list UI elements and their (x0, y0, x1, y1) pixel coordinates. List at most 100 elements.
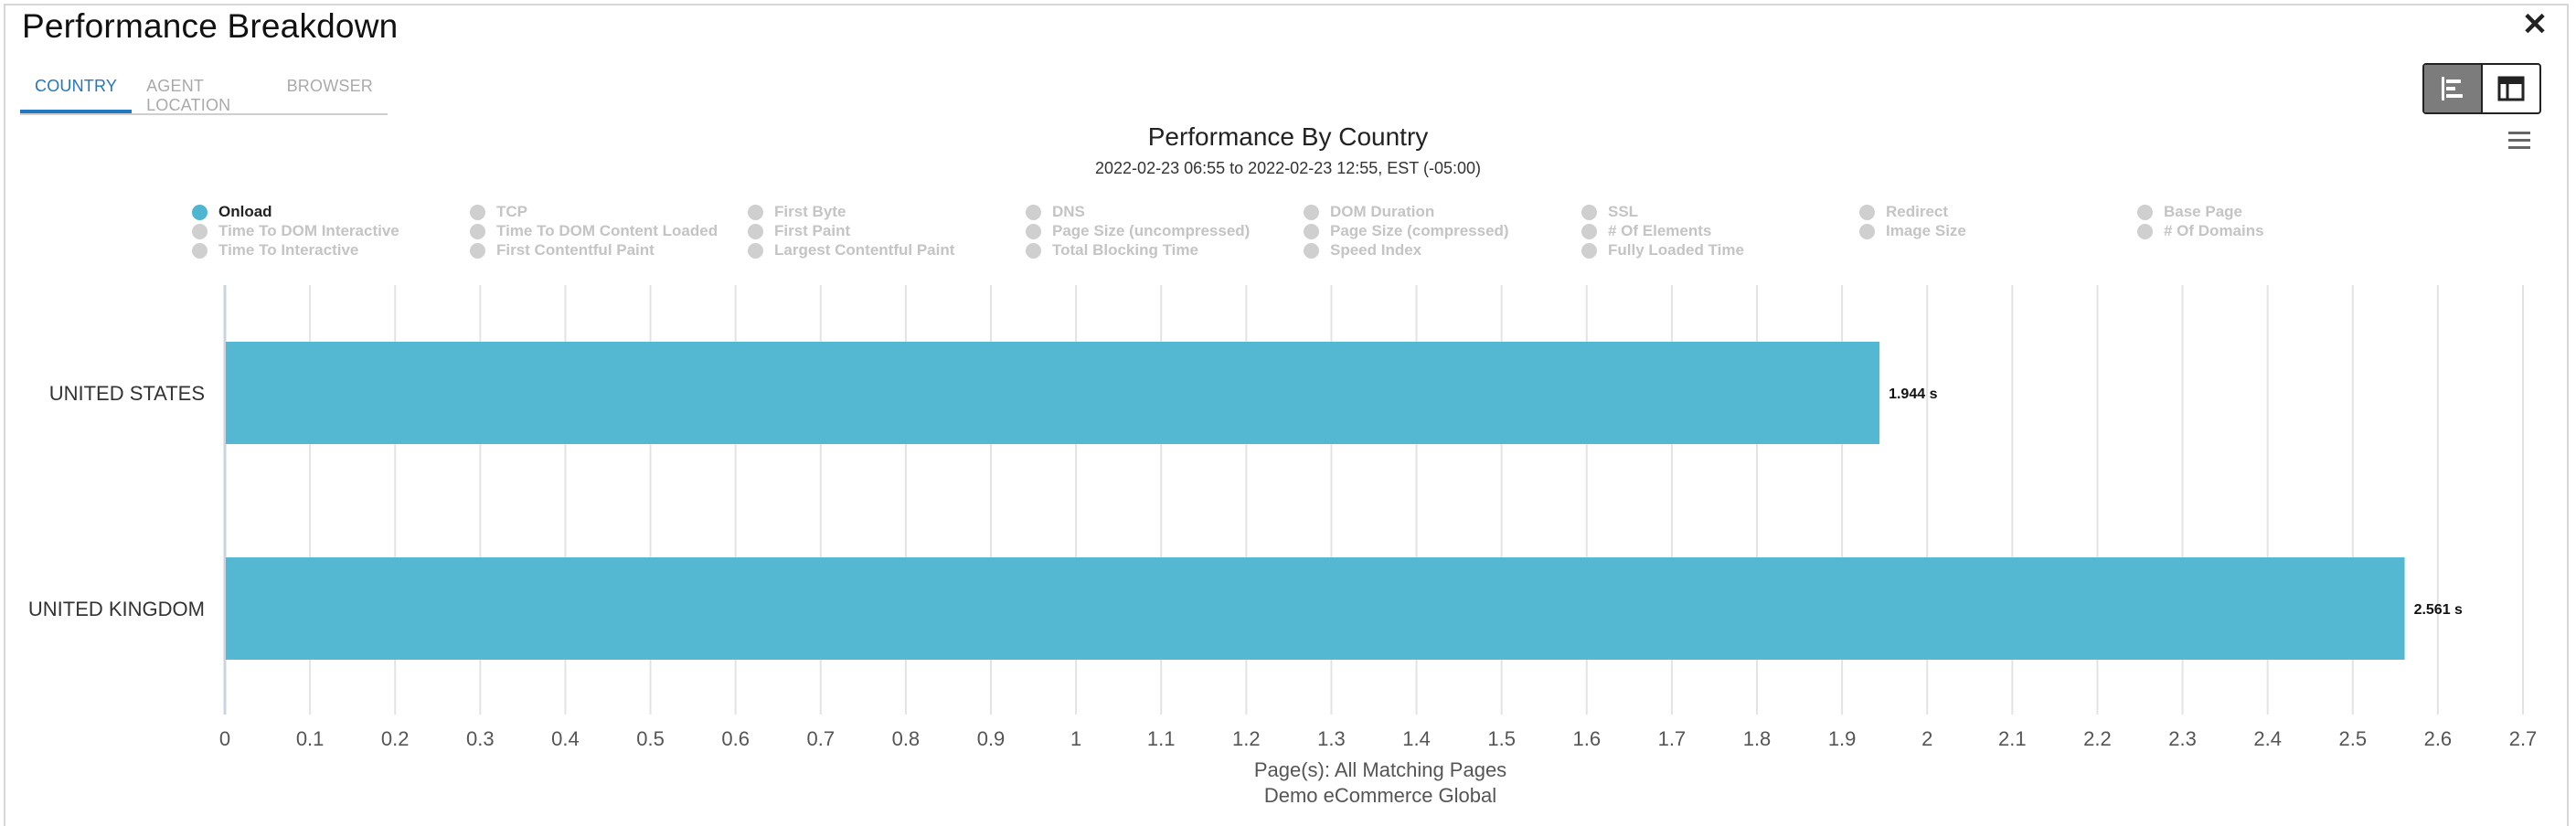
legend-item[interactable]: First Contentful Paint (470, 241, 655, 259)
legend-dot-icon (2137, 204, 2153, 220)
legend-label: TCP (496, 203, 527, 220)
legend-label: Fully Loaded Time (1608, 241, 1744, 259)
x-tick-label: 1.1 (1147, 727, 1176, 750)
bar-chart-view-button[interactable] (2424, 65, 2481, 112)
legend-item[interactable]: Largest Contentful Paint (748, 241, 954, 259)
x-tick-label: 2.1 (1998, 727, 2027, 750)
legend-label: Total Blocking Time (1052, 241, 1198, 259)
x-tick-label: 1.9 (1828, 727, 1857, 750)
legend-item[interactable]: Page Size (compressed) (1304, 222, 1509, 240)
legend-item[interactable]: Onload (192, 203, 272, 221)
legend-dot-icon (1859, 223, 1875, 239)
legend-dot-icon (470, 204, 485, 220)
x-tick-label: 0.6 (721, 727, 750, 750)
legend-label: Time To Interactive (218, 241, 359, 259)
legend-label: First Paint (774, 222, 851, 239)
legend-dot-icon (1304, 223, 1319, 239)
data-label: 2.561 s (2414, 602, 2463, 618)
legend-item[interactable]: Redirect (1859, 203, 1948, 221)
chart-subtitle: 2022-02-23 06:55 to 2022-02-23 12:55, ES… (1095, 159, 1481, 177)
legend-label: Time To DOM Content Loaded (496, 222, 719, 239)
tab-browser[interactable]: BROWSER (286, 77, 373, 95)
chart-legend: Onload TCP First Byte DNS DOM Duration SSL Red… (192, 203, 2477, 263)
legend-dot-icon (1581, 223, 1597, 239)
bar (226, 342, 1880, 444)
legend-item[interactable]: Speed Index (1304, 241, 1421, 259)
tab-bar: COUNTRY AGENT LOCATION BROWSER (20, 64, 388, 115)
x-tick-label: 2.7 (2509, 727, 2538, 750)
legend-dot-icon (1304, 242, 1319, 259)
legend-label: Base Page (2164, 203, 2242, 220)
legend-dot-icon (470, 242, 485, 259)
legend-dot-icon (192, 223, 208, 239)
x-tick-label: 2.2 (2083, 727, 2112, 750)
legend-dot-icon (1026, 223, 1041, 239)
legend-label: # Of Elements (1608, 222, 1712, 239)
legend-dot-icon (192, 242, 208, 259)
legend-item[interactable]: DOM Duration (1304, 203, 1434, 221)
legend-item[interactable]: # Of Elements (1581, 222, 1711, 240)
x-tick-label: 1.2 (1232, 727, 1261, 750)
legend-dot-icon (1859, 204, 1875, 220)
legend-label: # Of Domains (2164, 222, 2264, 239)
legend-label: DOM Duration (1330, 203, 1435, 220)
x-tick-label: 2.3 (2168, 727, 2197, 750)
legend-item[interactable]: Time To DOM Interactive (192, 222, 399, 240)
legend-item[interactable]: Time To DOM Content Loaded (470, 222, 718, 240)
legend-item[interactable]: # Of Domains (2137, 222, 2264, 240)
legend-label: Speed Index (1330, 241, 1422, 259)
table-layout-icon (2497, 76, 2525, 101)
x-tick-label: 1.6 (1572, 727, 1601, 750)
tab-agent-location[interactable]: AGENT LOCATION (146, 77, 231, 114)
legend-dot-icon (192, 204, 208, 220)
tab-country[interactable]: COUNTRY (20, 64, 133, 113)
x-tick-label: 0.9 (977, 727, 1006, 750)
x-tick-label: 0.4 (551, 727, 580, 750)
legend-dot-icon (1581, 242, 1597, 259)
legend-label: Time To DOM Interactive (218, 222, 399, 239)
legend-label: Image Size (1886, 222, 1966, 239)
legend-dot-icon (1026, 204, 1041, 220)
chart-title: Performance By Country (1147, 122, 1429, 151)
legend-label: Redirect (1886, 203, 1949, 220)
legend-label: DNS (1052, 203, 1085, 220)
legend-item[interactable]: Total Blocking Time (1026, 241, 1198, 259)
legend-label: Page Size (compressed) (1330, 222, 1509, 239)
legend-item[interactable]: DNS (1026, 203, 1085, 221)
x-tick-label: 0.1 (296, 727, 325, 750)
legend-label: SSL (1608, 203, 1639, 220)
legend-item[interactable]: SSL (1581, 203, 1638, 221)
legend-item[interactable]: Fully Loaded Time (1581, 241, 1744, 259)
legend-label: First Byte (774, 203, 846, 220)
legend-item[interactable]: First Paint (748, 222, 850, 240)
x-tick-label: 2.6 (2424, 727, 2453, 750)
table-view-button[interactable] (2481, 65, 2539, 112)
legend-item[interactable]: Time To Interactive (192, 241, 358, 259)
legend-dot-icon (1026, 242, 1041, 259)
legend-item[interactable]: TCP (470, 203, 527, 221)
x-tick-label: 1.4 (1402, 727, 1431, 750)
legend-dot-icon (748, 242, 763, 259)
bar (226, 557, 2405, 660)
legend-item[interactable]: Page Size (uncompressed) (1026, 222, 1250, 240)
x-tick-label: 0.3 (466, 727, 495, 750)
legend-dot-icon (2137, 223, 2153, 239)
legend-label: Page Size (uncompressed) (1052, 222, 1251, 239)
x-tick-label: 2.5 (2338, 727, 2367, 750)
hamburger-menu-icon[interactable] (2508, 132, 2530, 152)
x-tick-label: 2 (1921, 727, 1932, 750)
legend-dot-icon (748, 223, 763, 239)
x-tick-label: 0 (219, 727, 230, 750)
category-label: UNITED STATES (49, 382, 205, 405)
category-label: UNITED KINGDOM (28, 598, 205, 620)
data-label: 1.944 s (1889, 387, 1937, 402)
x-tick-label: 1.3 (1317, 727, 1346, 750)
x-tick-label: 1.5 (1487, 727, 1516, 750)
x-tick-label: 1.8 (1743, 727, 1772, 750)
close-icon[interactable]: ✕ (2521, 7, 2549, 42)
legend-item[interactable]: First Byte (748, 203, 846, 221)
legend-item[interactable]: Image Size (1859, 222, 1966, 240)
legend-dot-icon (748, 204, 763, 220)
dialog-title: Performance Breakdown (22, 7, 399, 45)
legend-item[interactable]: Base Page (2137, 203, 2242, 221)
